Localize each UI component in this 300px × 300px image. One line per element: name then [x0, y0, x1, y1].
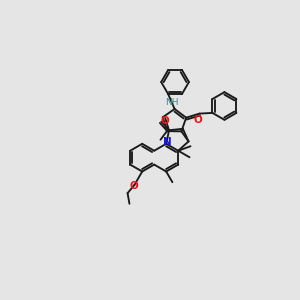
Text: O: O: [161, 116, 170, 126]
Text: O: O: [129, 181, 138, 190]
Text: N: N: [163, 137, 171, 147]
Text: O: O: [194, 116, 202, 125]
Text: NH: NH: [165, 98, 178, 107]
